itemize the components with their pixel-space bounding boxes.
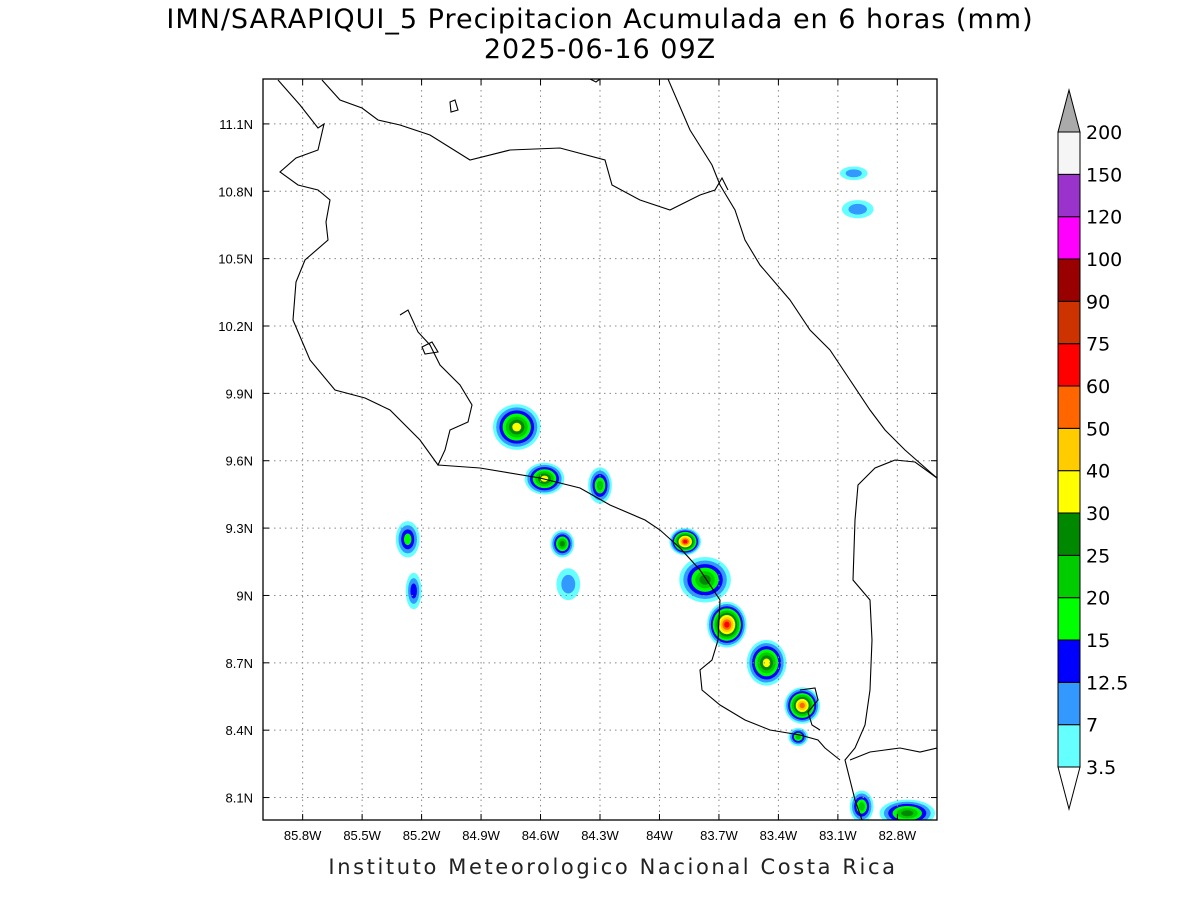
lat-tick-label: 9.6N [226,454,253,469]
colorbar-swatch [1057,597,1081,641]
colorbar-level-label: 15 [1086,630,1110,652]
map-valid-time: 2025-06-16 09Z [483,34,717,65]
burica-coast [849,747,937,761]
colorbar-swatch [1057,343,1081,387]
footer-credit: Instituto Meteorologico Nacional Costa R… [328,855,898,879]
colorbar-swatch [1057,300,1081,345]
colorbar-level-label: 3.5 [1086,757,1116,779]
panama-border [844,459,937,820]
colorbar-level-label: 100 [1086,249,1122,271]
colorbar-swatch [1057,724,1081,768]
colorbar-swatch [1057,681,1081,726]
lat-tick-label: 10.2N [218,319,253,334]
longitude-axis: 85.8W 85.5W 85.2W 84.9W 84.6W 84.3W 84W 83.7W 83… [284,79,917,843]
colorbar-swatch [1057,470,1081,514]
lon-tick-label: 82.8W [879,828,917,843]
northern-border [321,79,729,211]
precip-contour [724,621,730,628]
lon-tick-label: 84W [646,828,673,843]
colorbar-level-label: 40 [1086,461,1110,483]
precip-contour [561,574,576,594]
colorbar: 3.5 7 12.5 15 20 25 30 40 50 60 75 90 100 120 150 200 [1057,88,1128,811]
lon-tick-label: 84.6W [522,828,560,843]
precip-contour [596,480,604,491]
colorbar-swatch [1057,512,1081,556]
colorbar-level-label: 150 [1086,164,1122,186]
colorbar-level-label: 20 [1086,588,1110,610]
colorbar-level-label: 7 [1086,715,1098,737]
lon-tick-label: 84.9W [462,828,500,843]
lon-tick-label: 83.1W [819,828,857,843]
lon-tick-label: 83.7W [700,828,738,843]
precip-contour [799,702,805,709]
colorbar-level-label: 75 [1086,334,1110,356]
lon-tick-label: 85.2W [403,828,441,843]
colorbar-level-label: 60 [1086,376,1110,398]
small-island [449,99,459,113]
colorbar-level-label: 25 [1086,545,1110,567]
map-background [263,79,937,820]
central-pacific-coast [437,464,841,761]
lat-tick-label: 9N [236,588,253,603]
precip-contour [848,203,867,215]
precip-contour [762,658,771,668]
lon-tick-label: 84.3W [581,828,619,843]
chira-island [421,341,439,355]
precipitation-field [395,166,936,820]
precip-contour [858,802,865,811]
precip-contour [683,539,688,544]
pacific-coast [277,79,473,467]
precip-contour [845,169,862,178]
colorbar-level-label: 50 [1086,418,1110,440]
colorbar-swatch [1057,258,1081,302]
lat-tick-label: 8.7N [226,656,253,671]
precip-contour [403,533,412,546]
lat-tick-label: 9.9N [226,386,253,401]
latitude-axis: 8.1N 8.4N 8.7N 9N 9.3N 9.6N 9.9N 10.2N 10.5N 10.8… [218,117,937,806]
colorbar-level-label: 90 [1086,291,1110,313]
lon-tick-label: 85.5W [343,828,381,843]
colorbar-swatch [1057,427,1081,472]
map-title: IMN/SARAPIQUI_5 Precipitacion Acumulada … [166,4,1034,35]
colorbar-level-label: 12.5 [1086,672,1128,694]
lat-tick-label: 8.4N [226,723,253,738]
colorbar-swatch [1057,639,1081,683]
colorbar-level-label: 200 [1086,122,1122,144]
lat-tick-label: 10.8N [218,184,253,199]
colorbar-swatch [1057,385,1081,429]
colorbar-over-triangle [1057,88,1081,133]
coastline [277,79,937,820]
precip-contour [559,540,565,547]
colorbar-under-triangle [1057,766,1081,811]
precip-contour [410,583,417,599]
colorbar-level-label: 30 [1086,503,1110,525]
map-grid [263,79,937,820]
island-north [589,79,601,83]
colorbar-level-label: 120 [1086,207,1122,229]
precip-contour [795,734,801,740]
lat-tick-label: 11.1N [219,117,253,132]
colorbar-swatch [1057,554,1081,599]
lon-tick-label: 85.8W [284,828,322,843]
lat-tick-label: 10.5N [218,252,253,267]
colorbar-swatch [1057,131,1081,175]
precip-contour [512,422,522,432]
osa-peninsula [799,687,821,731]
caribbean-coast [667,79,937,479]
lat-tick-label: 9.3N [226,521,253,536]
colorbar-swatch [1057,173,1081,218]
precip-contour [901,810,914,817]
colorbar-swatch [1057,216,1081,260]
lat-tick-label: 8.1N [226,791,253,806]
lon-tick-label: 83.4W [760,828,798,843]
